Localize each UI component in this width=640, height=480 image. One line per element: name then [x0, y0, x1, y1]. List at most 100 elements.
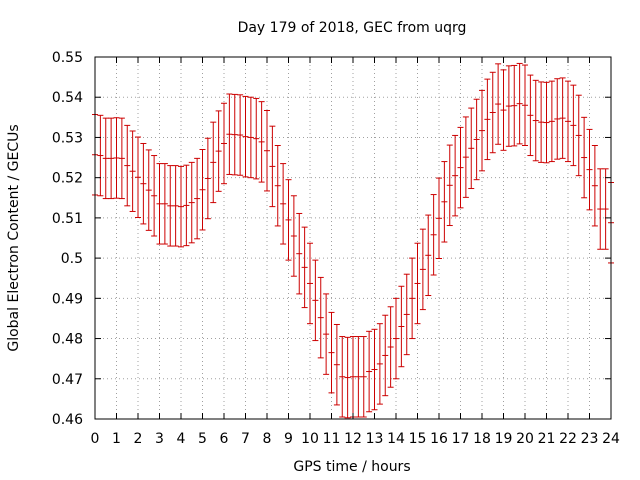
data-point — [199, 149, 206, 231]
data-point — [376, 323, 383, 405]
y-tick-label: 0.53 — [52, 130, 83, 146]
x-tick-label: 14 — [387, 431, 405, 447]
data-point — [145, 149, 152, 231]
data-point — [468, 107, 475, 190]
data-point — [215, 110, 222, 192]
x-tick-label: 7 — [241, 431, 250, 447]
data-point — [452, 134, 459, 217]
data-point — [565, 80, 571, 163]
data-point — [124, 124, 131, 207]
data-point — [231, 93, 238, 176]
data-point — [108, 117, 115, 200]
data-point — [339, 336, 346, 418]
data-point — [204, 137, 211, 220]
data-point — [237, 94, 244, 176]
data-point — [495, 63, 502, 145]
data-point — [210, 121, 217, 204]
y-tick-label: 0.55 — [52, 50, 83, 66]
data-point — [500, 69, 507, 151]
data-point — [366, 330, 373, 413]
x-tick-label: 3 — [155, 431, 164, 447]
x-tick-label: 9 — [284, 431, 293, 447]
data-point — [156, 163, 163, 245]
x-tick-label: 21 — [538, 431, 556, 447]
data-point — [285, 179, 292, 261]
x-tick-label: 24 — [602, 431, 620, 447]
y-tick-label: 0.54 — [52, 90, 83, 106]
data-point — [398, 285, 405, 368]
series-errorbars — [92, 62, 614, 419]
data-point — [135, 136, 141, 218]
y-tick-label: 0.5 — [61, 251, 83, 267]
data-point — [382, 314, 389, 397]
y-axis-label: Global Electron Content / GECUs — [6, 124, 22, 351]
data-point — [269, 125, 276, 208]
data-point — [333, 323, 340, 406]
y-tick-label: 0.52 — [52, 171, 83, 187]
data-point — [371, 328, 378, 411]
x-tick-label: 11 — [323, 431, 341, 447]
data-point — [532, 79, 539, 162]
data-point — [328, 311, 335, 394]
data-point — [419, 228, 426, 311]
y-tick-label: 0.49 — [52, 291, 83, 307]
x-tick-label: 1 — [112, 431, 121, 447]
x-tick-label: 19 — [495, 431, 513, 447]
x-tick-label: 22 — [559, 431, 577, 447]
data-point — [129, 130, 136, 212]
data-point — [226, 93, 233, 175]
data-point — [360, 336, 367, 418]
data-point — [161, 163, 168, 245]
y-tick-labels: 0.46 0.47 0.48 0.49 0.5 0.51 0.52 0.53 0.54 0.55 — [52, 50, 83, 428]
data-point — [559, 77, 566, 159]
data-point — [151, 155, 158, 237]
data-point — [221, 102, 227, 185]
data-point — [602, 168, 609, 250]
data-point — [113, 117, 120, 199]
data-point — [140, 142, 147, 225]
data-point — [430, 194, 437, 276]
data-point — [188, 161, 195, 244]
data-point — [258, 101, 265, 183]
data-point — [301, 226, 308, 309]
data-point — [581, 116, 588, 199]
data-point — [97, 114, 104, 197]
data-point — [307, 242, 313, 325]
data-point — [527, 74, 534, 157]
data-point — [403, 273, 410, 356]
data-point — [597, 168, 604, 250]
x-tick-label: 15 — [409, 431, 427, 447]
x-tick-label: 8 — [263, 431, 272, 447]
data-point — [575, 94, 582, 177]
data-point — [414, 242, 421, 325]
data-point — [457, 126, 464, 209]
y-tick-label: 0.51 — [52, 211, 83, 227]
data-point — [522, 64, 528, 146]
data-point — [505, 65, 512, 147]
data-point — [538, 81, 545, 163]
data-point — [425, 214, 432, 297]
x-tick-label: 12 — [344, 431, 362, 447]
data-point — [317, 276, 324, 359]
data-point — [387, 306, 394, 388]
x-tick-label: 6 — [220, 431, 229, 447]
data-point — [543, 81, 550, 164]
x-tick-label: 5 — [198, 431, 207, 447]
data-point — [393, 297, 399, 380]
x-tick-label: 17 — [452, 431, 470, 447]
data-point — [489, 71, 496, 154]
data-point — [323, 293, 330, 375]
data-point — [446, 144, 453, 227]
x-tick-label: 16 — [430, 431, 448, 447]
data-point — [479, 89, 485, 172]
data-point — [355, 336, 362, 418]
data-point — [554, 78, 561, 160]
y-tick-label: 0.48 — [52, 332, 83, 348]
data-point — [102, 117, 109, 200]
x-tick-labels: 0 1 2 3 4 5 6 7 8 9 10 11 12 13 14 15 16 17 18 19 20 21 22 23 24 — [91, 431, 620, 447]
y-tick-label: 0.47 — [52, 372, 83, 388]
chart-title: Day 179 of 2018, GEC from uqrg — [238, 20, 467, 36]
data-point — [290, 195, 297, 277]
data-point — [280, 163, 287, 245]
